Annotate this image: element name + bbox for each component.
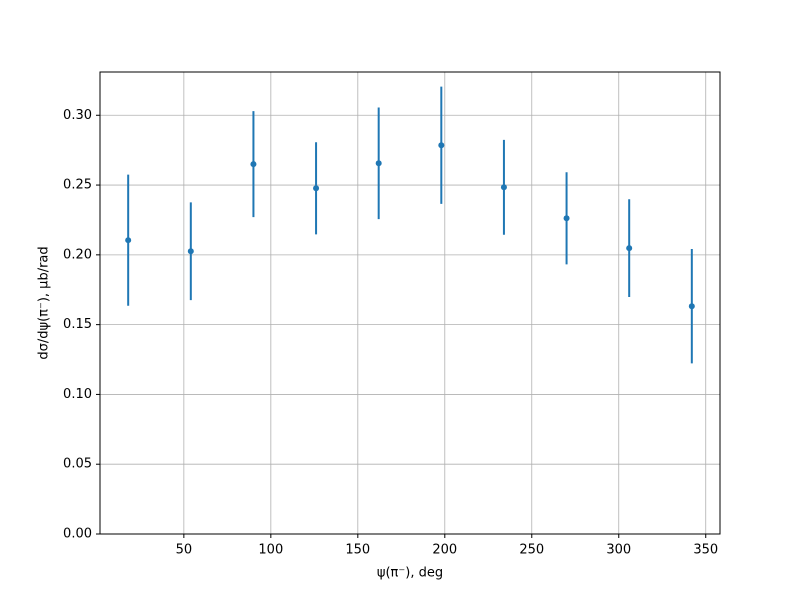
y-tick-label: 0.00 (63, 527, 92, 542)
x-tick-label: 250 (519, 543, 544, 558)
y-tick-label: 0.15 (63, 317, 92, 332)
data-point (250, 161, 257, 168)
x-tick-label: 300 (606, 543, 631, 558)
x-tick-label: 200 (432, 543, 457, 558)
y-tick-label: 0.25 (63, 178, 92, 193)
y-tick-label: 0.10 (63, 387, 92, 402)
data-point (187, 248, 194, 255)
data-point (688, 303, 695, 310)
y-axis-label: dσ/dψ(π⁻), μb/rad (37, 246, 52, 359)
data-point (125, 237, 132, 244)
data-point (313, 185, 320, 192)
y-tick-label: 0.20 (63, 247, 92, 262)
x-tick-label: 50 (176, 543, 193, 558)
data-point (438, 142, 445, 149)
plot-frame (99, 71, 721, 535)
y-tick-label: 0.30 (63, 108, 92, 123)
x-tick-label: 100 (258, 543, 283, 558)
x-tick-label: 350 (693, 543, 718, 558)
data-point (500, 184, 507, 191)
y-tick-label: 0.05 (63, 457, 92, 472)
data-point (626, 245, 633, 252)
x-tick-label: 150 (345, 543, 370, 558)
data-point (563, 215, 570, 222)
x-axis-label: ψ(π⁻), deg (377, 566, 443, 581)
data-point (375, 160, 382, 167)
